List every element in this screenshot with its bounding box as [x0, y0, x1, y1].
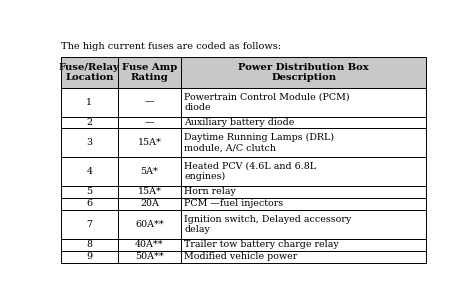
Text: 15A*: 15A* [137, 138, 162, 147]
Text: 60A**: 60A** [135, 220, 164, 229]
Bar [118, 251, 182, 263]
Bar [182, 238, 426, 251]
Text: Fuse Amp
Rating: Fuse Amp Rating [122, 63, 177, 82]
Bar [118, 210, 182, 238]
Bar [182, 129, 426, 157]
Text: Auxiliary battery diode: Auxiliary battery diode [184, 118, 295, 127]
Bar [182, 198, 426, 210]
Bar [182, 57, 426, 88]
Text: Heated PCV (4.6L and 6.8L
engines): Heated PCV (4.6L and 6.8L engines) [184, 162, 317, 181]
Text: Power Distribution Box
Description: Power Distribution Box Description [238, 63, 369, 82]
Text: 5A*: 5A* [141, 167, 158, 176]
Bar [61, 157, 118, 186]
Bar [61, 198, 118, 210]
Bar [61, 57, 118, 88]
Bar [118, 116, 182, 129]
Bar [61, 210, 118, 238]
Text: Ignition switch, Delayed accessory
delay: Ignition switch, Delayed accessory delay [184, 214, 352, 234]
Bar [118, 186, 182, 198]
Text: Fuse/Relay
Location: Fuse/Relay Location [59, 63, 120, 82]
Bar [61, 129, 118, 157]
Text: —: — [145, 98, 155, 107]
Text: 1: 1 [86, 98, 92, 107]
Text: 15A*: 15A* [137, 187, 162, 196]
Bar [182, 251, 426, 263]
Bar [61, 238, 118, 251]
Text: 5: 5 [86, 187, 92, 196]
Bar [118, 129, 182, 157]
Text: PCM —fuel injectors: PCM —fuel injectors [184, 199, 283, 208]
Text: Daytime Running Lamps (DRL)
module, A/C clutch: Daytime Running Lamps (DRL) module, A/C … [184, 133, 335, 153]
Text: 40A**: 40A** [135, 240, 164, 249]
Bar [118, 88, 182, 116]
Text: 4: 4 [86, 167, 92, 176]
Bar [118, 57, 182, 88]
Bar [118, 157, 182, 186]
Text: 8: 8 [86, 240, 92, 249]
Bar [182, 116, 426, 129]
Text: 7: 7 [86, 220, 92, 229]
Bar [61, 88, 118, 116]
Text: 9: 9 [86, 252, 92, 261]
Bar [182, 210, 426, 238]
Text: Trailer tow battery charge relay: Trailer tow battery charge relay [184, 240, 339, 249]
Text: 20A: 20A [140, 199, 159, 208]
Bar [182, 186, 426, 198]
Bar [182, 157, 426, 186]
Text: Modified vehicle power: Modified vehicle power [184, 252, 298, 261]
Bar [61, 116, 118, 129]
Text: 2: 2 [86, 118, 92, 127]
Text: —: — [145, 118, 155, 127]
Text: 3: 3 [86, 138, 92, 147]
Bar [61, 251, 118, 263]
Bar [61, 186, 118, 198]
Text: 6: 6 [86, 199, 92, 208]
Text: Powertrain Control Module (PCM)
diode: Powertrain Control Module (PCM) diode [184, 92, 350, 112]
Bar [118, 198, 182, 210]
Bar [118, 238, 182, 251]
Text: 50A**: 50A** [135, 252, 164, 261]
Text: The high current fuses are coded as follows:: The high current fuses are coded as foll… [61, 42, 281, 51]
Text: Horn relay: Horn relay [184, 187, 236, 196]
Bar [182, 88, 426, 116]
